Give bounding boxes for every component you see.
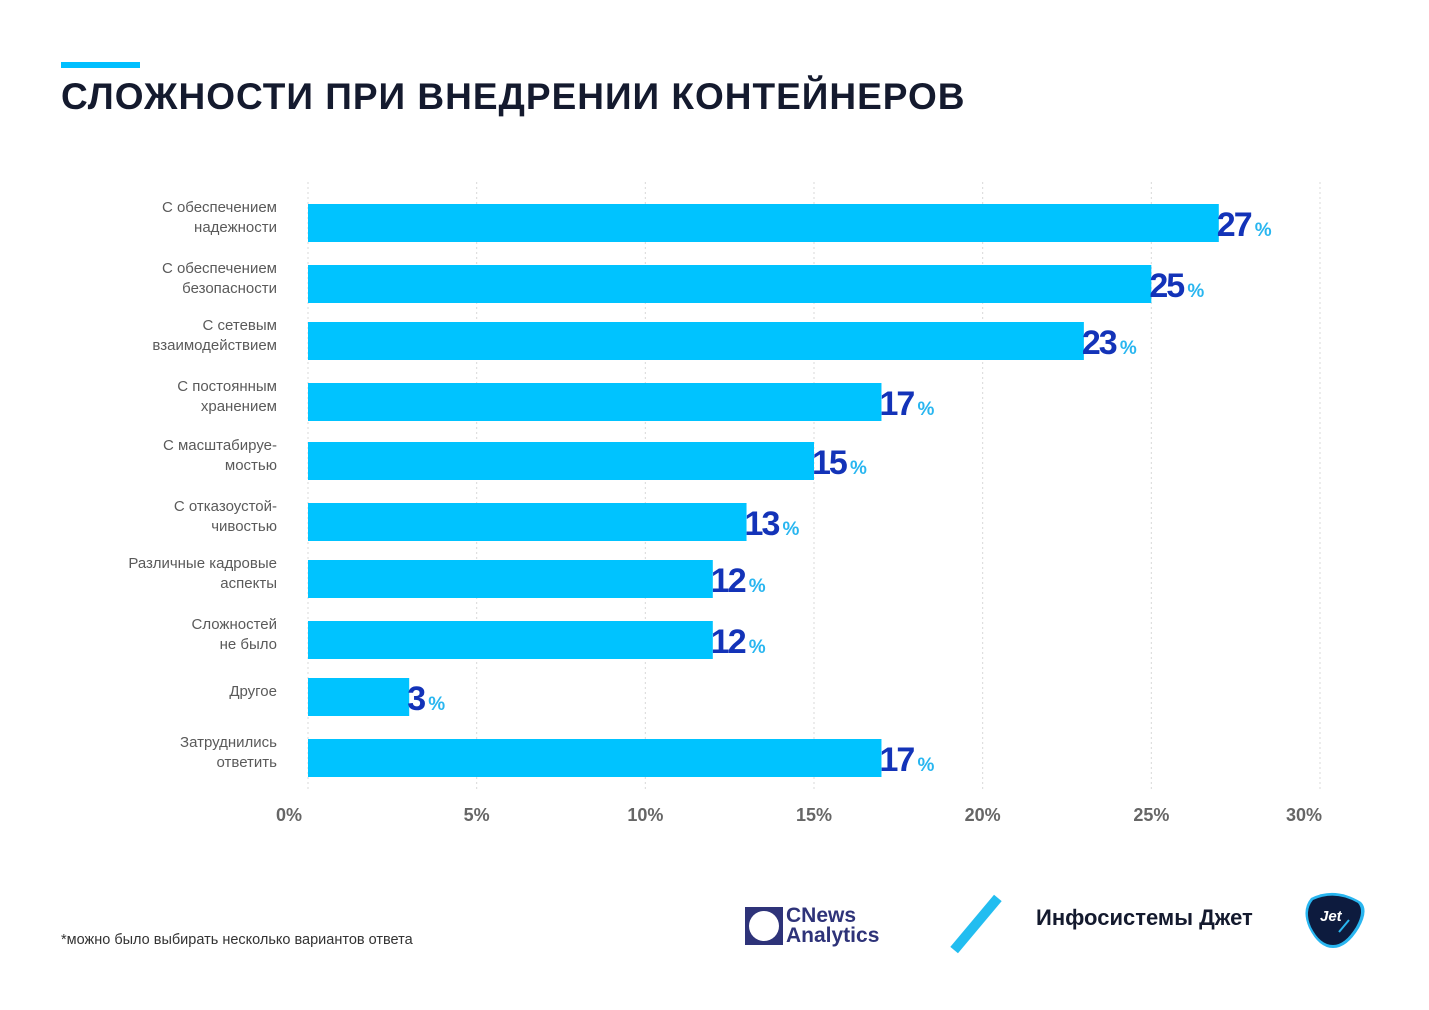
bar xyxy=(308,265,1152,303)
category-label: С постоянным xyxy=(177,378,277,395)
category-label: безопасности xyxy=(182,280,277,297)
company-name: Инфосистемы Джет xyxy=(1036,905,1253,930)
category-label: надежности xyxy=(194,219,277,236)
category-label: хранением xyxy=(201,398,277,415)
value-number: 17 xyxy=(879,385,914,423)
category-label: С сетевым xyxy=(203,317,277,334)
category-label: чивостью xyxy=(211,518,277,535)
value-number: 13 xyxy=(745,505,780,543)
x-tick-label: 20% xyxy=(965,805,1001,825)
cnews-analytics-logo: CNews Analytics xyxy=(745,904,880,947)
value-label: 12% xyxy=(711,623,766,661)
value-number: 15 xyxy=(812,444,847,482)
category-label: Затруднились xyxy=(180,734,277,751)
value-percent-sign: % xyxy=(1187,281,1204,302)
value-percent-sign: % xyxy=(749,637,766,658)
jet-logo-text: Jet xyxy=(1320,908,1343,925)
x-tick-label: 10% xyxy=(627,805,663,825)
category-label: Сложностей xyxy=(191,616,277,633)
value-number: 12 xyxy=(711,562,746,600)
value-number: 25 xyxy=(1149,267,1184,305)
category-label: С обеспечением xyxy=(162,260,277,277)
category-label: С отказоустой- xyxy=(174,498,277,515)
footnote: *можно было выбирать несколько вариантов… xyxy=(61,932,413,948)
value-percent-sign: % xyxy=(1120,338,1137,359)
value-number: 23 xyxy=(1082,324,1117,362)
value-number: 12 xyxy=(711,623,746,661)
value-label: 13% xyxy=(745,505,800,543)
value-number: 17 xyxy=(879,741,914,779)
cnews-logo-icon xyxy=(745,907,783,945)
bars xyxy=(308,204,1219,777)
x-tick-label: 5% xyxy=(464,805,490,825)
bar xyxy=(308,560,713,598)
value-label: 17% xyxy=(879,385,934,423)
value-label: 25% xyxy=(1149,267,1204,305)
category-label: С обеспечением xyxy=(162,199,277,216)
value-percent-sign: % xyxy=(917,755,934,776)
value-percent-sign: % xyxy=(749,576,766,597)
cnews-logo-line2: Analytics xyxy=(786,924,880,947)
category-labels: С обеспечением надежности С обеспечением бе… xyxy=(128,199,277,771)
category-label: С масштабируе- xyxy=(163,437,277,454)
x-axis-ticks: 0% 5% 10% 15% 20% 25% 30% xyxy=(276,805,1322,825)
value-percent-sign: % xyxy=(783,519,800,540)
value-number: 3 xyxy=(407,680,425,718)
cnews-logo-line1: CNews xyxy=(786,904,857,927)
category-label: Различные кадровые xyxy=(128,555,277,572)
value-label: 12% xyxy=(711,562,766,600)
category-label: мостью xyxy=(225,457,277,474)
bar xyxy=(308,383,882,421)
value-label: 3% xyxy=(407,680,445,718)
x-tick-label: 25% xyxy=(1133,805,1169,825)
value-percent-sign: % xyxy=(917,399,934,420)
value-label: 23% xyxy=(1082,324,1137,362)
category-label: Другое xyxy=(229,683,277,700)
value-label: 27% xyxy=(1217,206,1272,244)
divider-slash xyxy=(950,894,1002,954)
value-percent-sign: % xyxy=(428,694,445,715)
value-label: 17% xyxy=(879,741,934,779)
category-label: аспекты xyxy=(220,575,277,592)
value-number: 27 xyxy=(1217,206,1252,244)
category-label: ответить xyxy=(217,754,278,771)
category-label: не было xyxy=(220,636,277,653)
bar xyxy=(308,621,713,659)
bar xyxy=(308,739,882,777)
jet-logo-icon: Jet xyxy=(1305,892,1365,948)
title-accent-line xyxy=(61,62,140,68)
value-percent-sign: % xyxy=(1255,220,1272,241)
page-title: СЛОЖНОСТИ ПРИ ВНЕДРЕНИИ КОНТЕЙНЕРОВ xyxy=(61,76,966,117)
value-label: 15% xyxy=(812,444,867,482)
value-percent-sign: % xyxy=(850,458,867,479)
x-tick-label: 0% xyxy=(276,805,302,825)
x-tick-label: 30% xyxy=(1286,805,1322,825)
x-tick-label: 15% xyxy=(796,805,832,825)
bar xyxy=(308,322,1084,360)
bar xyxy=(308,442,814,480)
bar xyxy=(308,678,410,716)
bar xyxy=(308,503,747,541)
bar-chart: С обеспечением надежности С обеспечением бе… xyxy=(128,182,1322,825)
bar xyxy=(308,204,1219,242)
category-label: взаимодействием xyxy=(152,337,277,354)
value-labels: 27 %25 %23 %17 %15 %13 %12 %12 %3 %17% xyxy=(407,206,1272,779)
